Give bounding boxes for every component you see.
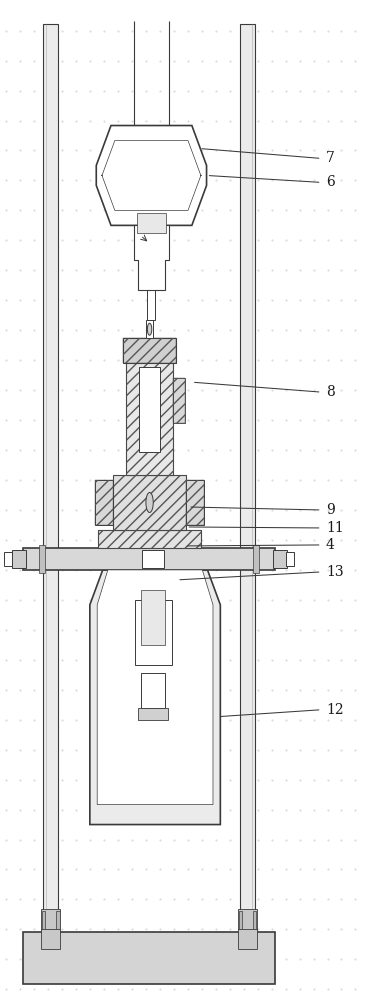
Bar bbox=[4, 552, 13, 566]
Bar bbox=[286, 552, 294, 566]
Bar bbox=[56, 911, 59, 929]
Bar bbox=[238, 909, 257, 931]
Bar bbox=[43, 24, 58, 947]
Text: 9: 9 bbox=[326, 503, 335, 517]
Bar bbox=[42, 911, 45, 929]
Bar bbox=[141, 590, 165, 645]
Bar bbox=[126, 345, 173, 475]
Bar bbox=[147, 290, 155, 320]
Text: 4: 4 bbox=[326, 538, 335, 552]
Bar bbox=[238, 911, 242, 929]
Text: 13: 13 bbox=[326, 565, 344, 579]
Bar bbox=[141, 673, 165, 708]
Bar bbox=[273, 550, 287, 568]
Text: 7: 7 bbox=[326, 151, 335, 165]
Bar bbox=[238, 929, 257, 949]
Bar bbox=[253, 545, 259, 573]
Bar bbox=[135, 600, 172, 665]
Bar bbox=[173, 378, 184, 423]
Bar bbox=[173, 378, 184, 423]
Text: 8: 8 bbox=[326, 385, 335, 399]
Bar bbox=[123, 338, 176, 363]
Bar bbox=[98, 530, 201, 548]
Bar bbox=[98, 530, 201, 548]
Circle shape bbox=[147, 323, 152, 335]
Bar bbox=[113, 475, 186, 530]
Polygon shape bbox=[102, 140, 201, 210]
Bar bbox=[186, 480, 204, 525]
Polygon shape bbox=[96, 126, 207, 225]
Bar bbox=[186, 480, 204, 525]
Text: 11: 11 bbox=[326, 521, 344, 535]
Polygon shape bbox=[90, 570, 220, 825]
Bar bbox=[123, 338, 176, 363]
Bar bbox=[113, 475, 186, 530]
Bar bbox=[253, 911, 256, 929]
Bar bbox=[95, 480, 113, 525]
Bar bbox=[146, 320, 153, 338]
Bar bbox=[126, 345, 173, 475]
Text: 12: 12 bbox=[326, 703, 344, 717]
Polygon shape bbox=[97, 570, 213, 805]
Bar bbox=[24, 548, 275, 570]
Bar bbox=[139, 367, 160, 452]
Text: 6: 6 bbox=[326, 175, 335, 189]
Bar bbox=[12, 550, 26, 568]
Bar bbox=[142, 550, 164, 568]
Bar bbox=[239, 24, 255, 947]
Polygon shape bbox=[134, 225, 169, 290]
Bar bbox=[95, 480, 113, 525]
Bar bbox=[41, 929, 60, 949]
Bar bbox=[24, 932, 275, 984]
Bar bbox=[138, 708, 168, 720]
Bar bbox=[41, 909, 60, 931]
Circle shape bbox=[146, 493, 153, 512]
Bar bbox=[137, 213, 166, 233]
Bar bbox=[39, 545, 45, 573]
